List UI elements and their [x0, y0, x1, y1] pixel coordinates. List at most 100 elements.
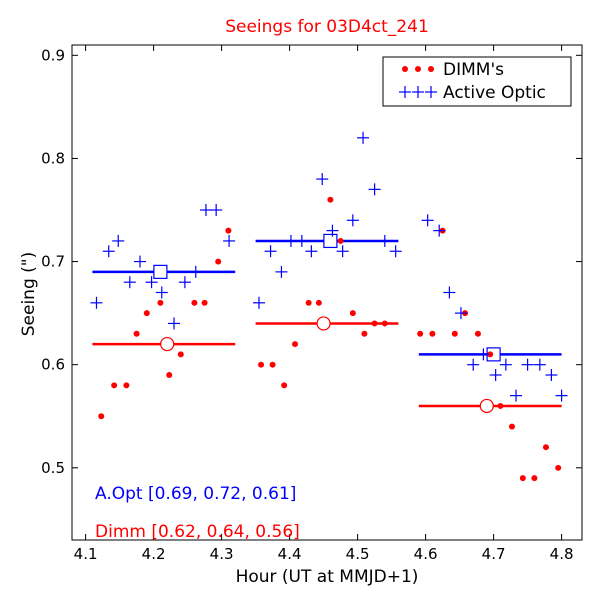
data-points: [90, 131, 568, 482]
data-point: [542, 444, 549, 451]
data-point: [305, 299, 312, 306]
legend-dot: [402, 66, 408, 72]
y-tick-label: 0.6: [41, 356, 65, 374]
data-point: [258, 361, 265, 368]
data-point: [111, 382, 118, 389]
legend-dot: [415, 66, 421, 72]
data-point: [433, 224, 446, 237]
data-point: [315, 299, 322, 306]
data-point: [157, 299, 164, 306]
legend: DIMM's Active Optic: [382, 56, 572, 107]
data-point: [421, 214, 434, 227]
data-point: [133, 330, 140, 337]
data-point: [519, 475, 526, 482]
legend-plus: [399, 86, 411, 98]
y-tick-label: 0.5: [41, 459, 65, 477]
median-marker: [479, 398, 494, 414]
data-point: [467, 358, 480, 371]
data-point: [499, 358, 512, 371]
data-point: [168, 317, 180, 330]
data-point: [177, 351, 184, 358]
data-point: [361, 330, 368, 337]
y-tick-label: 0.7: [41, 253, 65, 271]
data-point: [371, 320, 378, 327]
plot-background: [72, 45, 582, 540]
data-point: [223, 234, 236, 247]
x-tick-label: 4.2: [142, 545, 166, 563]
data-point: [143, 310, 150, 317]
legend-marker-active-optic: [399, 86, 437, 98]
data-point: [275, 265, 288, 278]
data-point: [497, 402, 504, 409]
x-tick-label: 4.8: [550, 545, 574, 563]
data-point: [90, 296, 103, 309]
data-point: [533, 358, 546, 371]
data-point: [510, 389, 523, 402]
data-point: [417, 330, 424, 337]
data-point: [545, 369, 558, 381]
x-tick-label: 4.7: [482, 545, 506, 563]
data-point: [378, 234, 391, 247]
median-marker: [323, 233, 338, 249]
data-point: [284, 234, 297, 247]
data-point: [123, 276, 136, 289]
legend-plus: [412, 86, 424, 98]
data-point: [381, 320, 388, 327]
axes: 4.1 4.2 4.3 4.4 4.5 4.6 4.7 4.8 0.5 0.6 0.7 0.8 0.9: [41, 44, 583, 563]
data-point: [368, 183, 381, 196]
data-point: [123, 382, 130, 389]
chart-title: Seeings for 03D4ct_241: [225, 17, 429, 37]
data-point: [215, 258, 222, 265]
data-point: [489, 369, 502, 381]
data-point: [508, 423, 515, 430]
data-point: [521, 358, 534, 371]
legend-plus: [425, 86, 437, 98]
data-point: [443, 286, 456, 299]
x-tick-label: 4.3: [210, 545, 234, 563]
data-point: [327, 196, 334, 203]
legend-box: [382, 56, 572, 107]
data-point: [477, 348, 490, 361]
data-point: [474, 330, 481, 337]
data-point: [264, 245, 277, 258]
data-point: [134, 255, 146, 268]
data-point: [429, 330, 436, 337]
data-point: [451, 330, 458, 337]
legend-label-active-optic: Active Optic: [443, 83, 546, 103]
data-point: [210, 204, 223, 216]
data-point: [295, 234, 308, 247]
y-axis-label: Seeing ("): [19, 252, 39, 337]
data-point: [191, 299, 198, 306]
data-point: [98, 413, 105, 420]
median-marker: [153, 264, 168, 279]
legend-dot: [428, 66, 434, 72]
data-point: [145, 276, 158, 289]
data-point: [454, 307, 467, 320]
plot-area: [72, 45, 582, 540]
x-axis-label: Hour (UT at MMJD+1): [236, 567, 419, 587]
data-point: [253, 296, 265, 309]
data-point: [225, 227, 232, 234]
data-point: [189, 265, 202, 278]
data-point: [292, 341, 299, 348]
data-point: [316, 173, 329, 186]
data-point: [357, 131, 370, 144]
y-tick-label: 0.9: [41, 46, 65, 64]
data-point: [337, 237, 344, 244]
x-tick-label: 4.6: [414, 545, 438, 563]
data-point: [326, 224, 339, 237]
data-point: [166, 372, 173, 378]
data-point: [555, 389, 568, 402]
data-point: [269, 361, 276, 368]
data-point: [102, 245, 115, 258]
data-point: [487, 351, 494, 358]
data-point: [349, 310, 356, 317]
plot-frame: [71, 44, 583, 541]
data-point: [346, 214, 359, 227]
y-tick-label: 0.8: [41, 149, 65, 167]
median-lines: [92, 233, 562, 414]
x-tick-label: 4.5: [346, 545, 370, 563]
data-point: [336, 245, 349, 258]
data-point: [531, 475, 538, 482]
